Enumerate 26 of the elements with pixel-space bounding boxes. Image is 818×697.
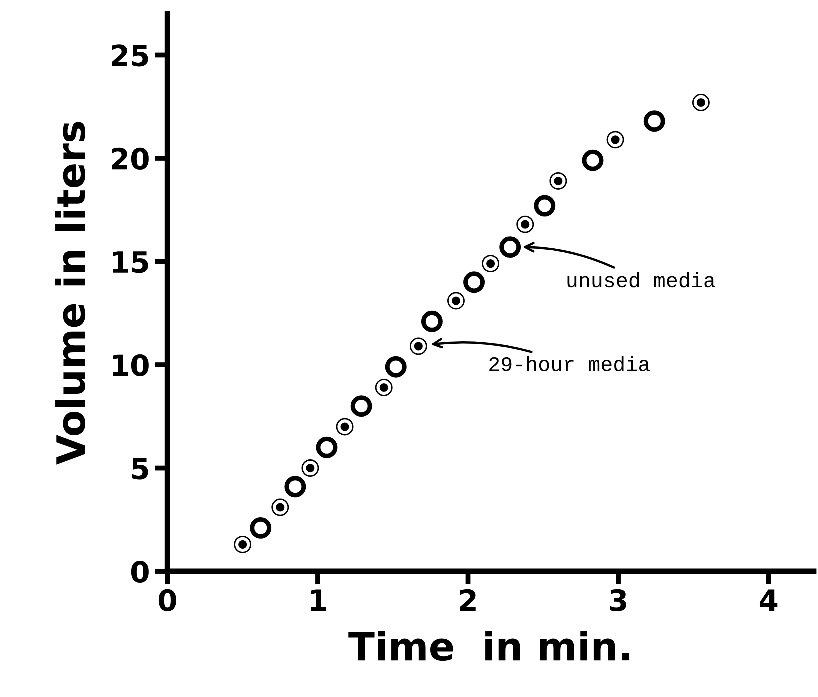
point	[350, 396, 372, 418]
point	[582, 150, 604, 172]
y-tick-label: 0	[131, 560, 149, 584]
y-tick-label: 15	[113, 252, 148, 274]
x-axis-title: Time in min.	[348, 631, 630, 662]
y-tick-label: 5	[132, 458, 148, 480]
point	[534, 195, 556, 217]
point	[250, 517, 272, 539]
x-tick-label: 3	[610, 589, 626, 612]
point	[385, 356, 407, 378]
x-tick-label: 2	[460, 589, 476, 612]
point	[464, 272, 485, 294]
point	[316, 436, 338, 458]
x-tick-label: 1	[311, 590, 326, 612]
legend-label: unused media	[568, 272, 716, 288]
y-axis-title: Volume in liters	[55, 122, 86, 465]
x-tick-label: 4	[760, 590, 778, 612]
point	[644, 110, 666, 132]
legend-label: 29-hour media	[490, 356, 650, 372]
x-tick-label: 0	[158, 589, 176, 612]
y-tick-label: 25	[112, 44, 148, 67]
point	[284, 476, 306, 498]
point	[500, 236, 522, 258]
y-tick-label: 20	[112, 148, 149, 170]
point	[421, 310, 443, 332]
y-tick-label: 10	[113, 354, 149, 377]
